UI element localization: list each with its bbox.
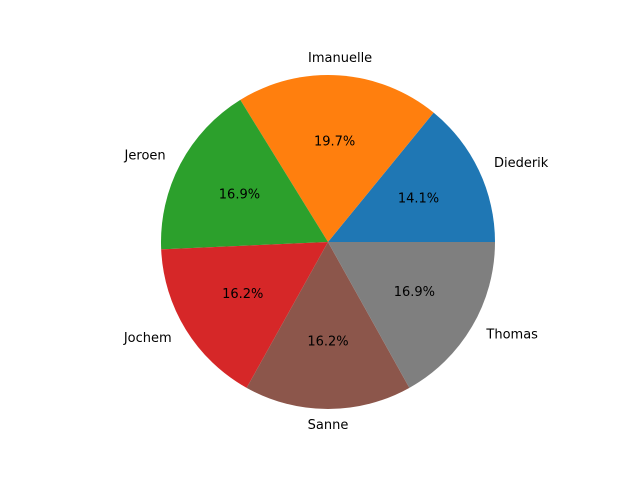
pie-slice-imanuelle: [240, 74, 434, 242]
pct-label-sanne: 16.2%: [307, 335, 348, 350]
pct-label-jochem: 16.2%: [222, 287, 263, 302]
pie-slice-jochem: [161, 242, 328, 388]
slice-label-jeroen: Jeroen: [124, 149, 166, 164]
pie-slice-sanne: [246, 242, 410, 410]
pct-label-thomas: 16.9%: [394, 285, 435, 300]
pct-label-imanuelle: 19.7%: [314, 135, 355, 150]
slice-label-jochem: Jochem: [123, 331, 172, 346]
slice-label-imanuelle: Imanuelle: [308, 51, 372, 66]
slices-layer: [161, 74, 495, 410]
slice-label-diederik: Diederik: [494, 156, 549, 171]
slice-label-thomas: Thomas: [485, 328, 538, 343]
pie-slice-thomas: [328, 242, 495, 388]
pct-label-jeroen: 16.9%: [219, 188, 260, 203]
labels-layer: Diederik 14.1% Imanuelle 19.7% Jeroen 16.9% Jo…: [123, 51, 549, 433]
pie-slice-jeroen: [161, 99, 328, 250]
pct-label-diederik: 14.1%: [398, 192, 439, 207]
slice-label-sanne: Sanne: [308, 418, 349, 433]
pie-slice-diederik: [328, 112, 495, 242]
